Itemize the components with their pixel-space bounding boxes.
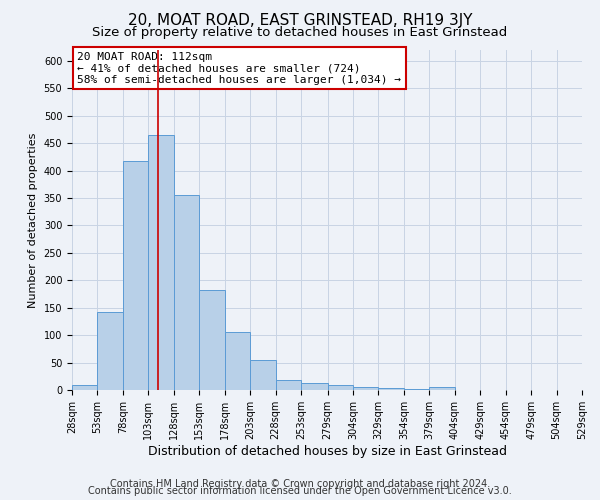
Bar [275,380,301,390]
Bar [379,388,404,390]
Bar [148,135,174,390]
Bar [430,388,455,390]
Bar [174,196,199,390]
Bar [123,161,148,390]
Bar [353,386,379,390]
Text: 20 MOAT ROAD: 112sqm
← 41% of detached houses are smaller (724)
58% of semi-deta: 20 MOAT ROAD: 112sqm ← 41% of detached h… [77,52,401,85]
Bar [72,384,97,390]
Bar [250,360,275,390]
Bar [97,312,123,390]
Bar [224,332,250,390]
Y-axis label: Number of detached properties: Number of detached properties [28,132,38,308]
Text: Contains public sector information licensed under the Open Government Licence v3: Contains public sector information licen… [88,486,512,496]
Text: Size of property relative to detached houses in East Grinstead: Size of property relative to detached ho… [92,26,508,39]
Bar [404,389,430,390]
Bar [328,384,353,390]
Text: 20, MOAT ROAD, EAST GRINSTEAD, RH19 3JY: 20, MOAT ROAD, EAST GRINSTEAD, RH19 3JY [128,12,472,28]
Text: Contains HM Land Registry data © Crown copyright and database right 2024.: Contains HM Land Registry data © Crown c… [110,479,490,489]
X-axis label: Distribution of detached houses by size in East Grinstead: Distribution of detached houses by size … [148,444,506,458]
Bar [301,383,328,390]
Bar [199,290,224,390]
